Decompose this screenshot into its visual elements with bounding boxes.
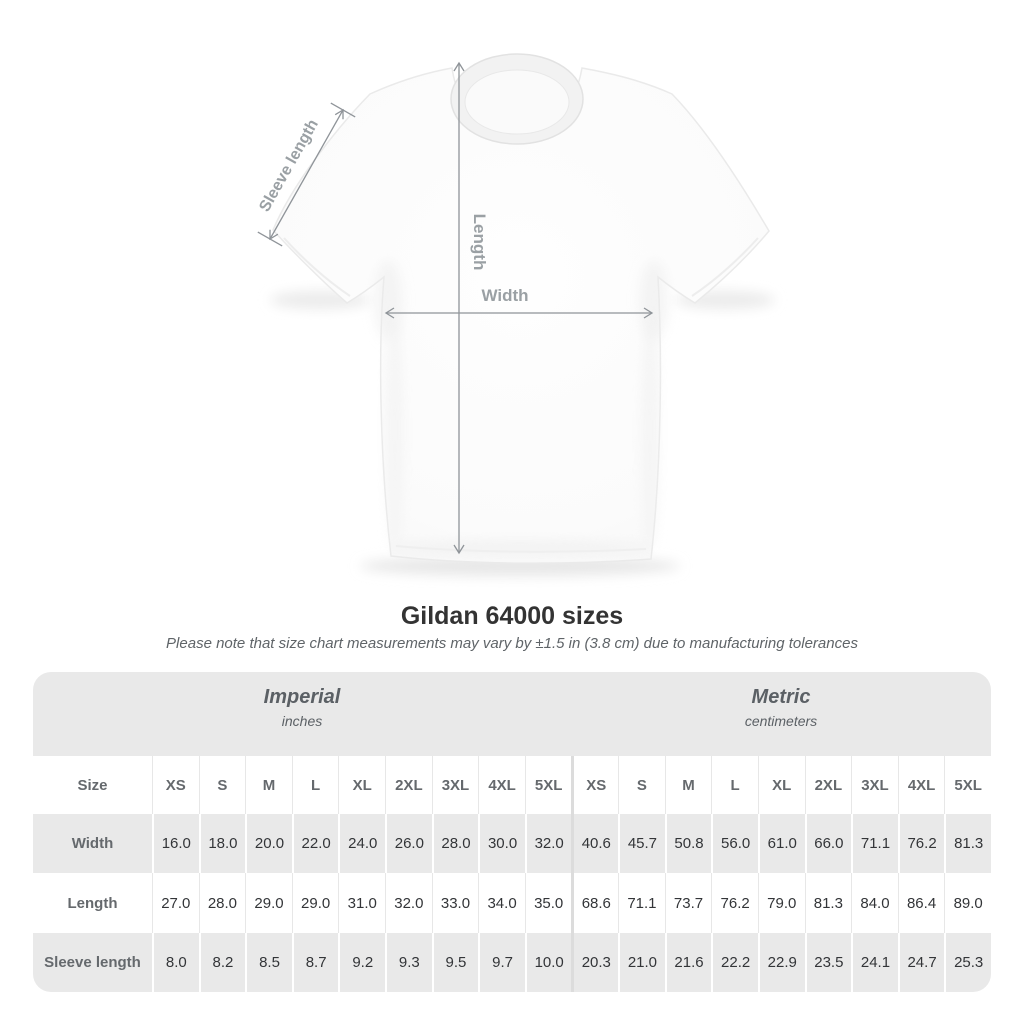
table-cell: 32.0: [385, 873, 432, 933]
table-cell: 50.8: [664, 814, 712, 873]
size-col-header: XL: [338, 756, 385, 814]
size-col-header: S: [198, 756, 246, 814]
table-cell: 9.5: [431, 933, 479, 992]
metric-group-header: Metric centimeters: [571, 672, 991, 756]
table-cell: 35.0: [524, 873, 572, 933]
table-cell: 22.9: [757, 933, 805, 992]
table-cell: 27.0: [152, 873, 199, 933]
table-cell: 84.0: [851, 873, 898, 933]
size-col-header: L: [711, 756, 758, 814]
table-cell: 20.3: [571, 933, 618, 992]
size-col-header: 2XL: [385, 756, 432, 814]
size-col-header: XS: [152, 756, 199, 814]
table-cell: 29.0: [291, 873, 339, 933]
size-col-header: M: [245, 756, 292, 814]
tshirt-graphic: [272, 53, 770, 564]
sleeve-length-arrow: [257, 102, 356, 247]
table-cell: 76.2: [897, 814, 945, 873]
size-header-row: Size XS S M L XL 2XL 3XL 4XL 5XL XS S M …: [33, 756, 991, 814]
size-col-header: 3XL: [851, 756, 898, 814]
table-cell: 22.2: [711, 933, 758, 992]
table-cell: 16.0: [152, 814, 199, 873]
size-header-label: Size: [77, 776, 108, 794]
row-label: Width: [71, 835, 114, 852]
imperial-group-label: Imperial: [263, 686, 341, 708]
table-cell: 25.3: [944, 933, 991, 992]
metric-group-label: Metric: [751, 686, 811, 708]
table-cell: 28.0: [431, 814, 479, 873]
size-col-header: S: [618, 756, 665, 814]
table-cell: 31.0: [338, 873, 385, 933]
size-col-header: M: [664, 756, 712, 814]
table-cell: 9.7: [478, 933, 525, 992]
tolerance-note: Please note that size chart measurements…: [166, 635, 858, 652]
table-cell: 24.1: [851, 933, 898, 992]
table-cell: 66.0: [804, 814, 852, 873]
table-cell: 68.6: [571, 873, 618, 933]
length-arrow: [453, 61, 465, 555]
table-cell: 8.5: [245, 933, 292, 992]
table-cell: 9.3: [385, 933, 432, 992]
table-cell: 89.0: [944, 873, 991, 933]
size-col-header: XS: [571, 756, 618, 814]
table-cell: 21.0: [618, 933, 665, 992]
size-col-header: XL: [757, 756, 805, 814]
page-title: Gildan 64000 sizes: [400, 602, 624, 630]
table-cell: 20.0: [245, 814, 292, 873]
table-cell: 8.2: [198, 933, 246, 992]
imperial-group-unit: inches: [281, 713, 323, 729]
table-cell: 76.2: [711, 873, 758, 933]
table-cell: 24.7: [897, 933, 945, 992]
table-cell: 23.5: [804, 933, 852, 992]
table-cell: 81.3: [804, 873, 852, 933]
table-cell: 81.3: [944, 814, 991, 873]
row-label: Sleeve length: [44, 954, 141, 971]
size-col-header: 4XL: [478, 756, 525, 814]
size-col-header: 3XL: [431, 756, 479, 814]
row-label: Length: [67, 894, 118, 912]
width-label: Width: [481, 286, 528, 305]
width-arrow: [384, 307, 654, 319]
table-cell: 8.7: [291, 933, 339, 992]
table-cell: 29.0: [245, 873, 292, 933]
table-cell: 26.0: [385, 814, 432, 873]
table-cell: 56.0: [711, 814, 758, 873]
table-cell: 9.2: [338, 933, 385, 992]
table-cell: 22.0: [291, 814, 339, 873]
table-cell: 32.0: [524, 814, 572, 873]
size-col-header: 5XL: [524, 756, 572, 814]
table-cell: 73.7: [664, 873, 712, 933]
table-cell: 79.0: [757, 873, 805, 933]
sleeve-length-row: Sleeve length 8.0 8.2 8.5 8.7 9.2 9.3 9.…: [33, 933, 991, 992]
size-col-header: 4XL: [897, 756, 945, 814]
size-col-header: L: [291, 756, 339, 814]
table-cell: 18.0: [198, 814, 246, 873]
size-table: Imperial inches Metric centimeters Size …: [33, 672, 991, 992]
table-cell: 10.0: [524, 933, 572, 992]
table-cell: 71.1: [618, 873, 665, 933]
table-cell: 40.6: [571, 814, 618, 873]
length-row: Length 27.0 28.0 29.0 29.0 31.0 32.0 33.…: [33, 873, 991, 933]
table-cell: 21.6: [664, 933, 712, 992]
table-cell: 24.0: [338, 814, 385, 873]
table-cell: 61.0: [757, 814, 805, 873]
table-cell: 71.1: [851, 814, 898, 873]
imperial-group-header: Imperial inches: [33, 672, 571, 756]
unit-group-header: Imperial inches Metric centimeters: [33, 672, 991, 756]
width-row: Width 16.0 18.0 20.0 22.0 24.0 26.0 28.0…: [33, 814, 991, 873]
table-cell: 33.0: [431, 873, 479, 933]
length-label: Length: [470, 214, 489, 271]
size-col-header: 2XL: [804, 756, 852, 814]
collar: [450, 53, 584, 145]
table-cell: 8.0: [152, 933, 199, 992]
table-cell: 28.0: [198, 873, 246, 933]
table-cell: 45.7: [618, 814, 665, 873]
table-cell: 30.0: [478, 814, 525, 873]
size-col-header: 5XL: [944, 756, 991, 814]
table-cell: 34.0: [478, 873, 525, 933]
tshirt-measurement-diagram: Length Width Sleeve length: [256, 53, 775, 576]
metric-group-unit: centimeters: [744, 713, 818, 729]
table-cell: 86.4: [897, 873, 945, 933]
